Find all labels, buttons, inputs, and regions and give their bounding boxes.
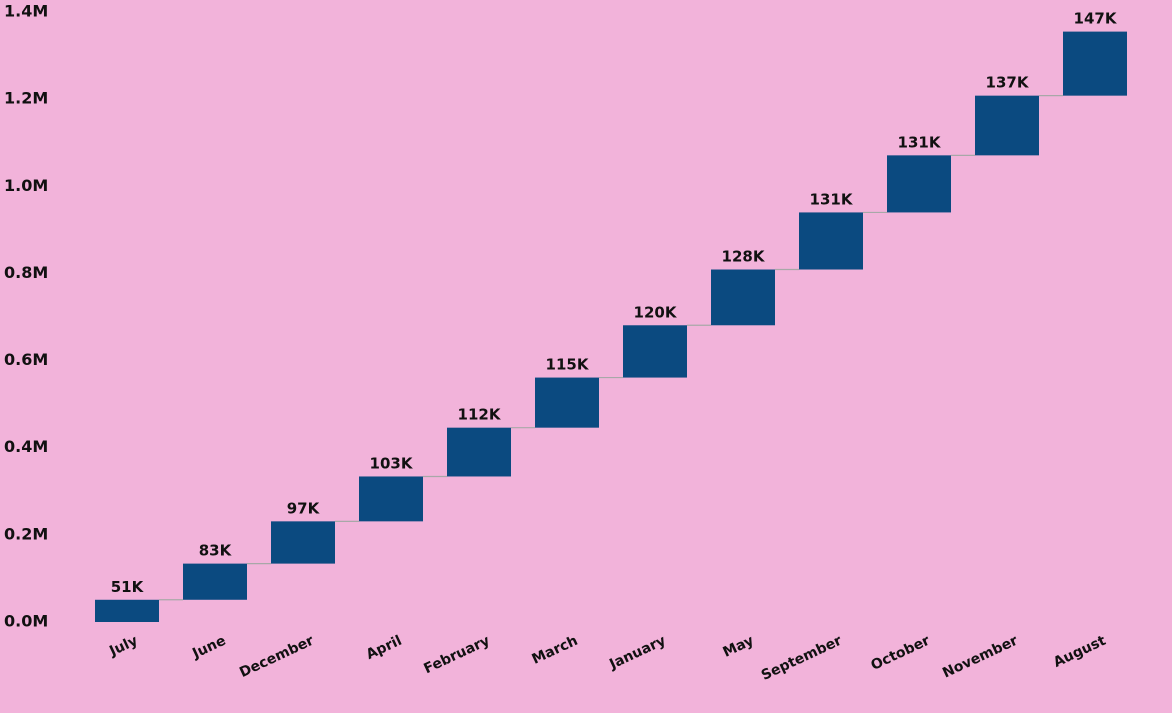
data-label: 131K — [898, 133, 942, 151]
data-label: 147K — [1074, 10, 1118, 28]
bar-june — [183, 563, 247, 600]
bar-july — [95, 599, 159, 622]
y-tick-label: 0.2M — [4, 524, 48, 543]
y-tick-label: 0.0M — [4, 612, 48, 631]
y-tick-label: 0.8M — [4, 263, 48, 282]
data-label: 112K — [458, 406, 502, 424]
data-label: 103K — [370, 454, 414, 472]
data-label: 97K — [287, 499, 321, 517]
x-category-label: July — [106, 633, 140, 660]
data-label: 131K — [810, 190, 854, 208]
x-category-label: December — [237, 633, 316, 681]
x-category-label: June — [189, 633, 228, 663]
data-label: 128K — [722, 248, 766, 266]
x-category-label: February — [421, 633, 492, 677]
bar-february — [447, 427, 511, 477]
data-label: 83K — [199, 542, 233, 560]
y-tick-label: 1.2M — [4, 89, 48, 108]
x-category-label: May — [721, 633, 757, 661]
bar-december — [271, 521, 335, 564]
x-category-label: September — [759, 633, 845, 684]
bar-april — [359, 476, 423, 522]
connector-lines — [159, 95, 1063, 601]
bar-january — [623, 325, 687, 378]
x-category-label: August — [1051, 633, 1109, 671]
bar-october — [887, 155, 951, 213]
y-tick-label: 0.6M — [4, 350, 48, 369]
data-label: 115K — [546, 356, 590, 374]
x-category-label: March — [530, 633, 581, 668]
bar-november — [975, 95, 1039, 156]
x-category-label: October — [869, 633, 933, 674]
x-category-label: April — [364, 633, 405, 663]
data-label: 51K — [111, 578, 145, 596]
y-tick-label: 1.0M — [4, 176, 48, 195]
x-axis: July June December April February March Januar… — [106, 633, 1108, 684]
bar-september — [799, 212, 863, 270]
data-labels: 51K 83K 97K 103K 112K 115K 120K 128K 131K 131K 137… — [111, 10, 1118, 596]
x-category-label: November — [940, 633, 1020, 682]
y-axis: 0.0M 0.2M 0.4M 0.6M 0.8M 1.0M 1.2M 1.4M — [4, 2, 48, 631]
bar-may — [711, 269, 775, 326]
bars — [95, 31, 1127, 622]
x-category-label: January — [606, 633, 668, 673]
y-tick-label: 1.4M — [4, 2, 48, 21]
y-tick-label: 0.4M — [4, 437, 48, 456]
data-label: 120K — [634, 303, 678, 321]
bar-march — [535, 377, 599, 428]
bar-august — [1063, 31, 1127, 96]
data-label: 137K — [986, 74, 1030, 92]
